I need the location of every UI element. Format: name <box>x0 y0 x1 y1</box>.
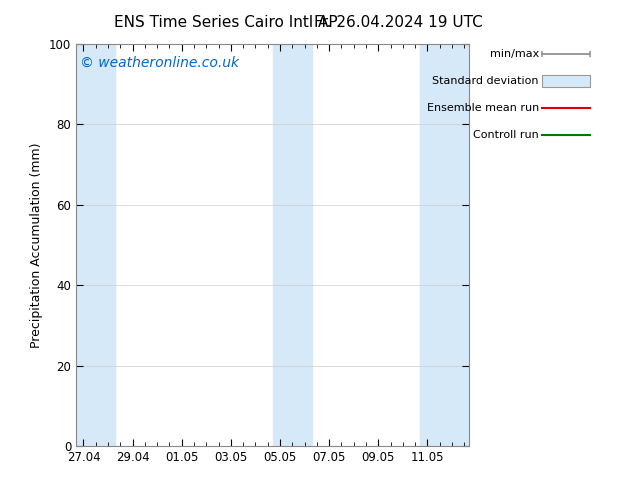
Text: Ensemble mean run: Ensemble mean run <box>427 103 539 113</box>
Bar <box>420 44 469 446</box>
Text: min/max: min/max <box>489 49 539 59</box>
Bar <box>76 44 115 446</box>
Text: Controll run: Controll run <box>473 130 539 140</box>
Text: © weatheronline.co.uk: © weatheronline.co.uk <box>80 56 239 70</box>
FancyBboxPatch shape <box>542 75 590 87</box>
Text: ENS Time Series Cairo Intl AP: ENS Time Series Cairo Intl AP <box>113 15 337 30</box>
Y-axis label: Precipitation Accumulation (mm): Precipitation Accumulation (mm) <box>30 142 43 348</box>
Text: Standard deviation: Standard deviation <box>432 76 539 86</box>
Text: Fr. 26.04.2024 19 UTC: Fr. 26.04.2024 19 UTC <box>314 15 482 30</box>
Bar <box>273 44 312 446</box>
